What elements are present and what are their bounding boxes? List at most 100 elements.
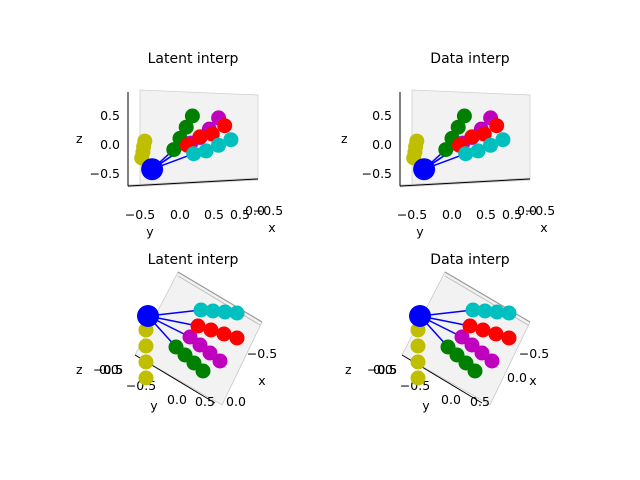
data-point [467,363,483,379]
data-point [450,119,466,135]
data-point [190,318,206,334]
data-point [462,318,478,334]
panel-3-xtick: 0.0 [226,394,246,409]
data-point [205,303,221,319]
panel-2-zlabel: z [341,131,348,146]
panel-2-title: Data interp [430,51,509,67]
panel-4-ztick: 0.0 [373,362,393,377]
panel-4-title: Data interp [430,252,509,268]
panel-1: Latent interp 0.5 0.0 −0.5 z −0.5 0.0 0.… [76,51,283,239]
panel-3-ylabel: y [150,398,158,413]
panel-3: Latent interp 0.5 0.0 −0.5 z −0.5 0.0 0.… [76,252,277,413]
panel-1-ytick: 0.0 [170,207,190,222]
panel-3-ytick: 0.0 [167,392,187,407]
panel-1-ztick: 0.5 [100,108,120,123]
data-point [488,326,504,342]
data-point [470,143,486,159]
panel-3-ztick: 0.5 [103,362,123,377]
panel-4-xlabel: x [529,373,536,388]
data-point [211,137,226,153]
panel-2-ztick: −0.5 [362,166,392,181]
panel-2-xtick: −0.5 [525,203,555,218]
panel-2-xtick: 0.5 [502,207,522,222]
data-point [192,129,208,145]
panel-4-ytick: 0.5 [470,394,490,409]
data-point [178,119,194,135]
anchor-point [413,158,436,181]
panel-3-ztick: 0.0 [99,362,119,377]
data-point [464,337,480,353]
panel-2-ztick: 0.0 [372,137,392,152]
anchor-point [137,305,159,327]
data-point [475,322,491,338]
data-point [229,330,245,346]
panel-2-xtick: 0.0 [517,203,537,218]
panel-2-ztick: 0.5 [372,108,392,123]
data-point [483,137,498,153]
data-point [193,302,209,318]
panel-1-xlabel: x [268,220,275,235]
panel-3-title: Latent interp [148,252,239,268]
panel-1-ylabel: y [146,224,154,239]
panel-2-x-axis-line [399,178,531,187]
panel-4-ztick: −0.5 [367,362,397,377]
data-point [465,302,481,318]
data-point [202,345,218,361]
data-point [216,326,232,342]
data-point [138,354,154,370]
panel-1-xtick: −0.5 [253,203,283,218]
data-point [212,353,228,369]
panel-3-top-edge [177,271,263,323]
panel-3-xlabel: x [258,373,265,388]
data-point [195,363,211,379]
data-point [410,354,426,370]
panel-1-zlabel: z [76,131,83,146]
panel-2-xlabel: x [540,220,547,235]
data-point [204,126,220,142]
data-point [186,146,202,162]
panel-4: Data interp 0.5 0.0 −0.5 z −0.5 0.0 0.5 … [345,252,549,413]
data-point [495,132,511,148]
data-point [454,329,470,345]
data-point [138,370,154,386]
panel-4-ytick: 0.0 [441,392,461,407]
data-point [474,345,490,361]
panel-1-marks [134,108,239,181]
data-point [223,132,239,148]
panel-4-xtick: 0.0 [507,370,527,385]
panel-4-marks [409,302,517,386]
panel-2-ytick: −0.5 [397,207,427,222]
panel-1-x-axis-line [127,178,259,187]
data-point [182,329,198,345]
data-point [198,143,214,159]
data-point [489,304,505,320]
panel-4-ztick: 0.5 [377,362,397,377]
panel-3-zlabel: z [76,362,83,377]
data-point [138,338,154,354]
data-point [166,142,182,158]
data-point [217,118,233,134]
panel-1-ztick: −0.5 [90,166,120,181]
data-point [229,305,245,321]
data-point [489,118,505,134]
anchor-point [409,305,431,327]
data-point [184,108,200,124]
data-point [484,353,500,369]
panel-1-title: Latent interp [148,51,239,67]
data-point [458,146,474,162]
panel-4-ylabel: y [422,398,430,413]
data-point [410,338,426,354]
panel-3-ztick: −0.5 [93,362,123,377]
data-point [476,126,492,142]
data-point [410,370,426,386]
panel-4-xtick: −0.5 [519,346,549,361]
panel-2-ytick: 0.0 [442,207,462,222]
panel-2-ylabel: y [416,224,424,239]
data-point [438,142,454,158]
data-point [501,330,517,346]
data-point [501,305,517,321]
panel-3-xtick: −0.5 [247,346,277,361]
panel-3-marks [137,302,245,386]
data-point [477,303,493,319]
